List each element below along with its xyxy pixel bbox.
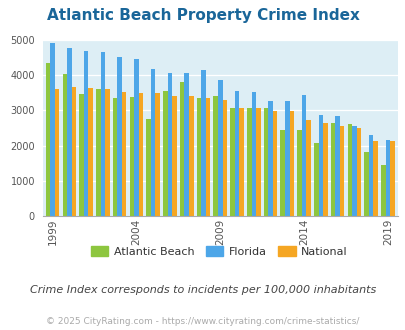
Bar [139,92,143,216]
Bar [122,92,126,216]
Bar [339,126,343,216]
Bar [62,74,67,216]
Bar [172,96,176,216]
Bar [301,95,305,216]
Bar [196,97,201,216]
Bar [280,130,284,216]
Bar [189,96,193,216]
Bar [246,108,251,216]
Bar [318,115,322,216]
Bar [146,119,151,216]
Bar [179,82,184,216]
Bar [55,89,59,216]
Bar [368,135,373,216]
Bar [389,141,394,216]
Bar [72,87,76,216]
Bar [67,48,72,216]
Bar [46,63,50,216]
Bar [322,123,327,216]
Bar [88,88,93,216]
Bar [239,108,243,216]
Bar [351,126,356,216]
Bar [222,100,226,216]
Bar [284,101,289,216]
Text: Atlantic Beach Property Crime Index: Atlantic Beach Property Crime Index [47,8,358,23]
Bar [84,51,88,216]
Bar [100,52,105,216]
Bar [296,130,301,216]
Legend: Atlantic Beach, Florida, National: Atlantic Beach, Florida, National [86,242,352,261]
Bar [163,91,167,216]
Bar [380,165,385,216]
Bar [272,111,277,216]
Bar [313,144,318,216]
Bar [347,124,351,216]
Bar [263,108,268,216]
Bar [251,91,256,216]
Bar [234,91,239,216]
Bar [201,70,205,216]
Bar [385,140,389,216]
Bar [335,115,339,216]
Text: Crime Index corresponds to incidents per 100,000 inhabitants: Crime Index corresponds to incidents per… [30,285,375,295]
Bar [50,43,55,216]
Bar [96,89,100,216]
Bar [363,151,368,216]
Bar [205,98,210,216]
Bar [213,96,217,216]
Bar [184,73,189,216]
Bar [305,120,310,216]
Bar [330,122,335,216]
Bar [356,128,360,216]
Bar [79,94,84,216]
Bar [167,73,172,216]
Bar [151,69,155,216]
Bar [117,57,121,216]
Bar [268,101,272,216]
Bar [289,111,293,216]
Bar [113,97,117,216]
Bar [134,59,139,216]
Bar [230,109,234,216]
Bar [155,93,160,216]
Text: © 2025 CityRating.com - https://www.cityrating.com/crime-statistics/: © 2025 CityRating.com - https://www.city… [46,317,359,326]
Bar [373,141,377,216]
Bar [217,80,222,216]
Bar [129,97,134,216]
Bar [256,108,260,216]
Bar [105,89,109,216]
